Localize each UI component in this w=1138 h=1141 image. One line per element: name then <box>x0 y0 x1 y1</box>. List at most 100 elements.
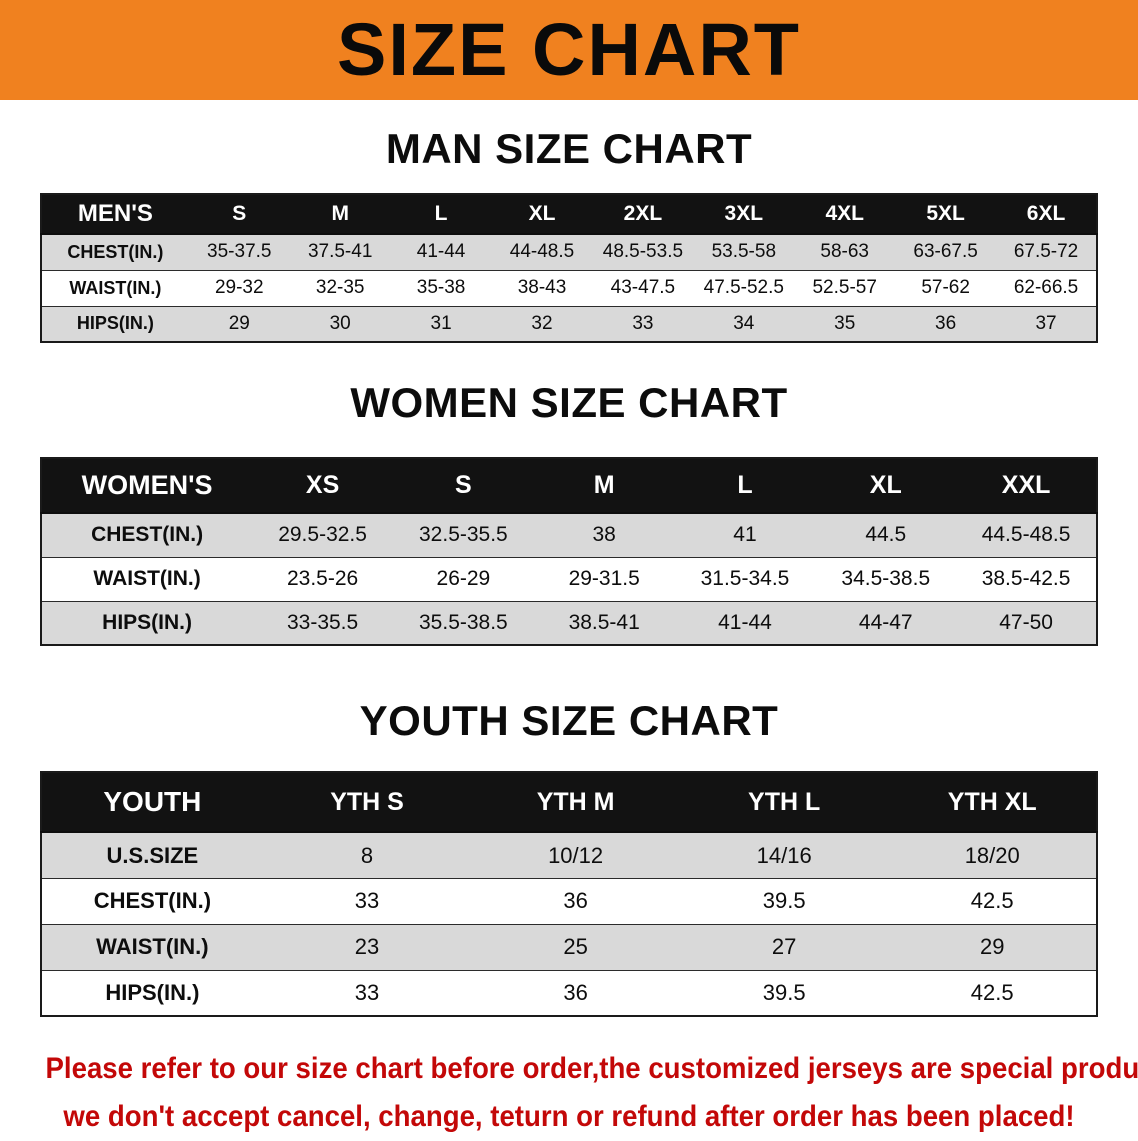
youth-section-heading: YOUTH SIZE CHART <box>359 697 779 745</box>
size-header-cell: YTH S <box>262 772 472 834</box>
row-label-cell: CHEST(IN.) <box>41 513 253 558</box>
measurement-value-cell: 29-32 <box>188 270 290 307</box>
measurement-value-cell: 48.5-53.5 <box>592 234 694 271</box>
table-row: U.S.SIZE 8 10/12 14/16 18/20 <box>41 832 1097 879</box>
measurement-value-cell: 39.5 <box>679 970 889 1017</box>
table-header-row: MEN'S S M L XL 2XL 3XL 4XL 5XL 6XL <box>41 194 1097 236</box>
table-row: WAIST(IN.) 29-32 32-35 35-38 38-43 43-47.5 47.… <box>41 270 1097 307</box>
size-header-cell: YTH M <box>471 772 680 834</box>
measurement-value-cell: 38.5-41 <box>533 601 675 646</box>
table-row: WAIST(IN.) 23 25 27 29 <box>41 924 1097 971</box>
size-header-cell: 3XL <box>693 194 795 236</box>
measurement-value-cell: 35-38 <box>390 270 492 307</box>
measurement-value-cell: 58-63 <box>794 234 896 271</box>
size-header-cell: XS <box>252 458 393 515</box>
measurement-value-cell: 38-43 <box>491 270 593 307</box>
measurement-value-cell: 10/12 <box>471 832 680 879</box>
table-title-cell: YOUTH <box>41 772 263 834</box>
banner: SIZE CHART <box>0 0 1138 100</box>
measurement-value-cell: 37.5-41 <box>289 234 391 271</box>
size-header-cell: 5XL <box>895 194 997 236</box>
measurement-value-cell: 52.5-57 <box>794 270 896 307</box>
row-label-cell: WAIST(IN.) <box>41 924 263 971</box>
size-header-cell: YTH L <box>679 772 889 834</box>
table-row: HIPS(IN.) 29 30 31 32 33 34 35 36 37 <box>41 306 1097 343</box>
measurement-value-cell: 34.5-38.5 <box>815 557 957 602</box>
row-label-cell: U.S.SIZE <box>41 832 263 879</box>
measurement-value-cell: 42.5 <box>888 970 1097 1017</box>
measurement-value-cell: 33 <box>262 878 472 925</box>
measurement-value-cell: 35-37.5 <box>188 234 290 271</box>
measurement-value-cell: 29 <box>888 924 1097 971</box>
measurement-value-cell: 37 <box>996 306 1097 343</box>
measurement-value-cell: 34 <box>693 306 795 343</box>
measurement-value-cell: 35.5-38.5 <box>392 601 534 646</box>
measurement-value-cell: 27 <box>679 924 889 971</box>
measurement-value-cell: 53.5-58 <box>693 234 795 271</box>
women-section-heading: WOMEN SIZE CHART <box>350 379 788 427</box>
row-label-cell: WAIST(IN.) <box>41 270 189 307</box>
size-header-cell: YTH XL <box>888 772 1097 834</box>
table-row: HIPS(IN.) 33-35.5 35.5-38.5 38.5-41 41-44 44-… <box>41 601 1097 646</box>
measurement-value-cell: 33-35.5 <box>252 601 393 646</box>
measurement-value-cell: 29.5-32.5 <box>252 513 393 558</box>
row-label-cell: HIPS(IN.) <box>41 970 263 1017</box>
measurement-value-cell: 41-44 <box>674 601 816 646</box>
measurement-value-cell: 36 <box>895 306 997 343</box>
measurement-value-cell: 32.5-35.5 <box>392 513 534 558</box>
notice-line-1: Please refer to our size chart before or… <box>45 1052 1138 1086</box>
youth-size-section: YOUTH SIZE CHART YOUTH YTH S YTH M YTH L YTH… <box>0 697 1138 1018</box>
measurement-value-cell: 41 <box>674 513 816 558</box>
measurement-value-cell: 30 <box>289 306 391 343</box>
measurement-value-cell: 33 <box>262 970 472 1017</box>
measurement-value-cell: 47.5-52.5 <box>693 270 795 307</box>
measurement-value-cell: 42.5 <box>888 878 1097 925</box>
row-label-cell: HIPS(IN.) <box>41 306 189 343</box>
table-header-row: YOUTH YTH S YTH M YTH L YTH XL <box>41 772 1097 834</box>
size-header-cell: S <box>392 458 534 515</box>
size-header-cell: M <box>533 458 675 515</box>
measurement-value-cell: 44-48.5 <box>491 234 593 271</box>
table-title-cell: MEN'S <box>41 194 189 236</box>
men-size-table: MEN'S S M L XL 2XL 3XL 4XL 5XL 6XL CHEST(IN.) 35-37… <box>40 193 1098 344</box>
row-label-cell: CHEST(IN.) <box>41 878 263 925</box>
size-header-cell: L <box>390 194 492 236</box>
size-header-cell: 2XL <box>592 194 694 236</box>
size-header-cell: L <box>674 458 816 515</box>
table-row: CHEST(IN.) 35-37.5 37.5-41 41-44 44-48.5 48.5… <box>41 234 1097 271</box>
measurement-value-cell: 29-31.5 <box>533 557 675 602</box>
measurement-value-cell: 31.5-34.5 <box>674 557 816 602</box>
row-label-cell: WAIST(IN.) <box>41 557 253 602</box>
table-header-row: WOMEN'S XS S M L XL XXL <box>41 458 1097 515</box>
measurement-value-cell: 31 <box>390 306 492 343</box>
measurement-value-cell: 23.5-26 <box>252 557 393 602</box>
man-section-heading: MAN SIZE CHART <box>385 125 753 172</box>
size-header-cell: XL <box>491 194 593 236</box>
notice-line-2: we don't accept cancel, change, teturn o… <box>63 1100 1075 1134</box>
measurement-value-cell: 32-35 <box>289 270 391 307</box>
measurement-value-cell: 57-62 <box>895 270 997 307</box>
measurement-value-cell: 47-50 <box>956 601 1097 646</box>
youth-size-table: YOUTH YTH S YTH M YTH L YTH XL U.S.SIZE 8 10/12… <box>40 771 1098 1018</box>
measurement-value-cell: 32 <box>491 306 593 343</box>
measurement-value-cell: 62-66.5 <box>996 270 1097 307</box>
measurement-value-cell: 63-67.5 <box>895 234 997 271</box>
footer-notice: Please refer to our size chart before or… <box>45 1045 1138 1141</box>
measurement-value-cell: 39.5 <box>679 878 889 925</box>
size-header-cell: 4XL <box>794 194 896 236</box>
measurement-value-cell: 29 <box>188 306 290 343</box>
table-title-cell: WOMEN'S <box>41 458 253 515</box>
measurement-value-cell: 14/16 <box>679 832 889 879</box>
table-row: CHEST(IN.) 29.5-32.5 32.5-35.5 38 41 44.5 44.5… <box>41 513 1097 558</box>
measurement-value-cell: 23 <box>262 924 472 971</box>
size-header-cell: S <box>188 194 290 236</box>
women-size-section: WOMEN SIZE CHART WOMEN'S XS S M L XL XXL CHEST(… <box>0 379 1138 647</box>
size-header-cell: XL <box>815 458 957 515</box>
measurement-value-cell: 18/20 <box>888 832 1097 879</box>
measurement-value-cell: 44-47 <box>815 601 957 646</box>
measurement-value-cell: 38.5-42.5 <box>956 557 1097 602</box>
measurement-value-cell: 44.5-48.5 <box>956 513 1097 558</box>
row-label-cell: CHEST(IN.) <box>41 234 189 271</box>
measurement-value-cell: 67.5-72 <box>996 234 1097 271</box>
